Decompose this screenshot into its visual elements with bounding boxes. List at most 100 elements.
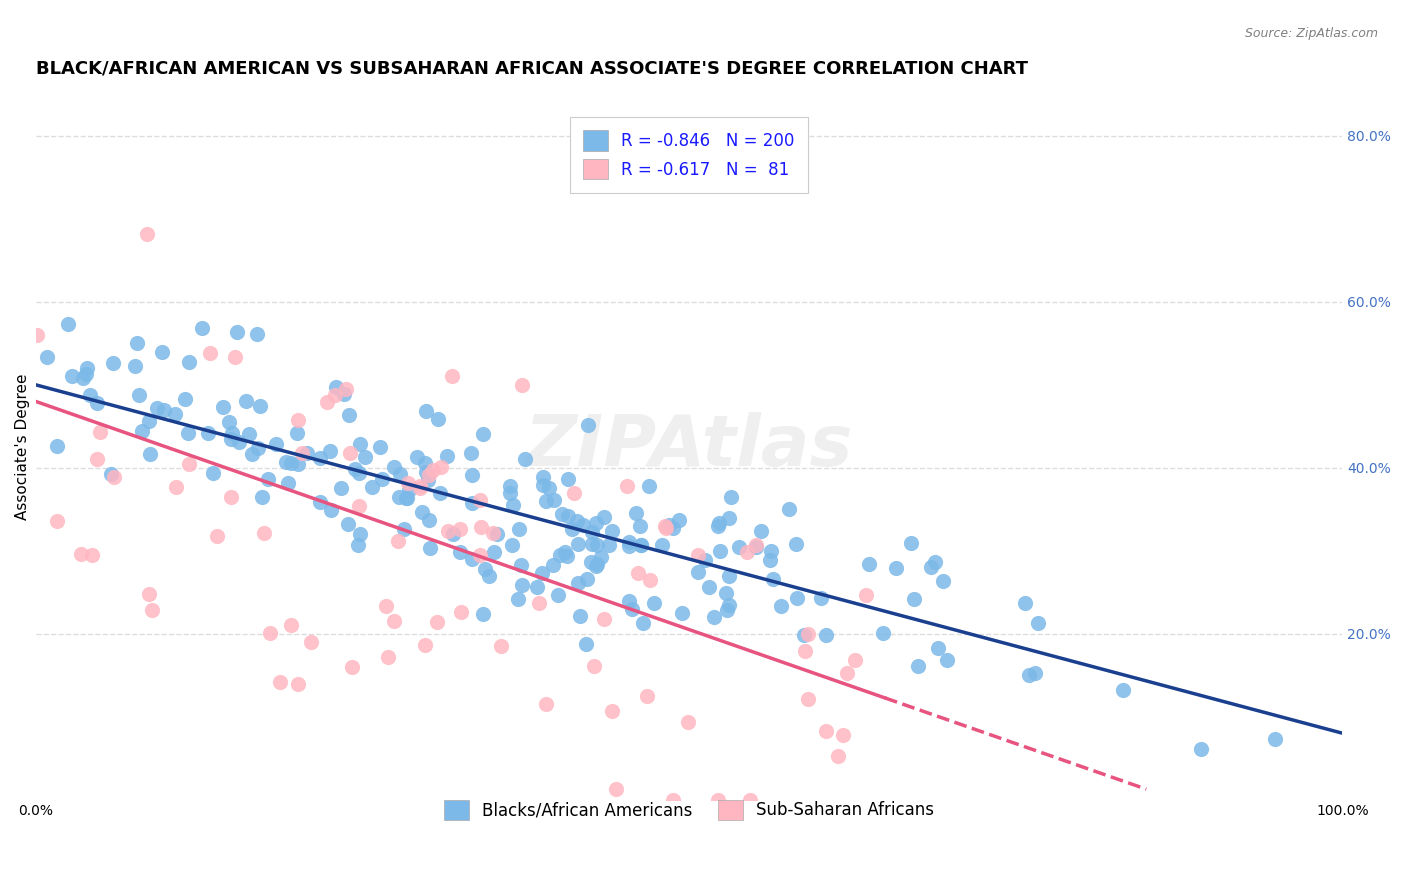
Point bbox=[287, 458, 309, 472]
Point bbox=[349, 526, 371, 541]
Point bbox=[45, 514, 67, 528]
Point bbox=[337, 517, 360, 532]
Point bbox=[491, 640, 513, 654]
Point bbox=[339, 446, 361, 460]
Point bbox=[927, 640, 949, 655]
Point bbox=[221, 432, 243, 446]
Point bbox=[426, 615, 449, 629]
Point bbox=[478, 569, 501, 583]
Point bbox=[678, 715, 700, 730]
Point bbox=[585, 516, 607, 530]
Point bbox=[321, 503, 343, 517]
Point bbox=[534, 494, 557, 508]
Point bbox=[325, 380, 347, 394]
Point bbox=[316, 394, 339, 409]
Point bbox=[405, 450, 427, 464]
Point bbox=[25, 328, 48, 343]
Point bbox=[638, 479, 661, 493]
Point bbox=[309, 495, 332, 509]
Point bbox=[654, 520, 676, 534]
Point bbox=[249, 399, 271, 413]
Point bbox=[325, 388, 347, 402]
Point bbox=[344, 462, 367, 476]
Point bbox=[269, 674, 291, 689]
Point bbox=[471, 607, 494, 621]
Point bbox=[388, 490, 411, 504]
Point bbox=[567, 575, 589, 590]
Point bbox=[347, 499, 370, 513]
Point bbox=[907, 659, 929, 673]
Point bbox=[707, 792, 730, 806]
Point bbox=[538, 481, 561, 495]
Point bbox=[565, 515, 588, 529]
Point bbox=[415, 638, 437, 652]
Point bbox=[498, 486, 520, 500]
Point bbox=[547, 588, 569, 602]
Point bbox=[728, 540, 751, 554]
Point bbox=[600, 524, 623, 538]
Point bbox=[291, 446, 314, 460]
Point bbox=[75, 367, 97, 381]
Point bbox=[576, 418, 599, 433]
Point bbox=[638, 573, 661, 587]
Point bbox=[176, 425, 198, 440]
Point bbox=[581, 537, 603, 551]
Point bbox=[484, 545, 506, 559]
Point bbox=[785, 537, 807, 551]
Point bbox=[658, 517, 681, 532]
Point bbox=[749, 524, 772, 539]
Point bbox=[759, 553, 782, 567]
Point bbox=[720, 490, 742, 504]
Point bbox=[592, 612, 614, 626]
Point bbox=[827, 749, 849, 764]
Point bbox=[124, 359, 146, 374]
Point bbox=[165, 479, 187, 493]
Point bbox=[219, 490, 242, 504]
Point bbox=[697, 580, 720, 594]
Point bbox=[718, 599, 741, 613]
Point bbox=[287, 426, 309, 441]
Point bbox=[543, 492, 565, 507]
Point bbox=[1014, 596, 1036, 610]
Point bbox=[69, 547, 91, 561]
Point bbox=[605, 782, 627, 797]
Point bbox=[568, 609, 591, 624]
Point bbox=[274, 455, 297, 469]
Point bbox=[418, 468, 440, 483]
Point bbox=[602, 704, 624, 718]
Point bbox=[449, 522, 471, 536]
Point bbox=[150, 345, 173, 359]
Point bbox=[246, 327, 269, 342]
Point bbox=[460, 446, 482, 460]
Point bbox=[643, 596, 665, 610]
Point bbox=[815, 723, 838, 738]
Point bbox=[436, 449, 458, 463]
Point bbox=[513, 452, 536, 467]
Point bbox=[474, 562, 496, 576]
Point bbox=[128, 388, 150, 402]
Point bbox=[411, 505, 433, 519]
Point bbox=[138, 414, 160, 428]
Point bbox=[835, 666, 858, 681]
Point bbox=[671, 606, 693, 620]
Point bbox=[235, 393, 257, 408]
Point bbox=[506, 592, 529, 607]
Point bbox=[141, 603, 163, 617]
Point bbox=[762, 572, 785, 586]
Point bbox=[794, 644, 817, 658]
Point bbox=[127, 335, 149, 350]
Point bbox=[551, 507, 574, 521]
Text: BLACK/AFRICAN AMERICAN VS SUBSAHARAN AFRICAN ASSOCIATE'S DEGREE CORRELATION CHAR: BLACK/AFRICAN AMERICAN VS SUBSAHARAN AFR… bbox=[35, 60, 1028, 78]
Point bbox=[627, 566, 650, 581]
Point bbox=[686, 548, 709, 562]
Point bbox=[531, 566, 554, 581]
Point bbox=[814, 628, 837, 642]
Point bbox=[89, 425, 111, 439]
Point bbox=[297, 446, 319, 460]
Point bbox=[668, 513, 690, 527]
Point bbox=[56, 317, 79, 331]
Point bbox=[793, 627, 815, 641]
Point bbox=[468, 493, 491, 508]
Point bbox=[138, 587, 160, 601]
Point bbox=[844, 653, 866, 667]
